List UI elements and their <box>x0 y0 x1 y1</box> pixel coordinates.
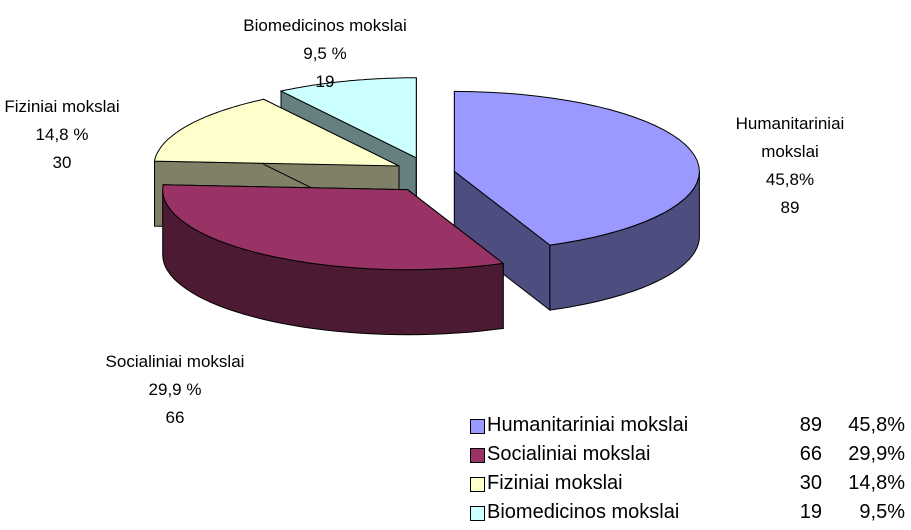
slice-name: Socialiniai mokslai <box>105 352 245 371</box>
legend-value: 30 <box>799 472 822 494</box>
legend-swatch <box>470 477 485 492</box>
slice-value: 89 <box>780 198 800 217</box>
legend-swatch <box>470 506 485 521</box>
slice-label: Humanitariniai mokslai 45,8% 89 <box>715 110 865 222</box>
slice-label: Socialiniai mokslai 29,9 % 66 <box>55 348 295 432</box>
slice <box>162 184 505 271</box>
slice-name: Fiziniai mokslai <box>4 97 120 116</box>
legend-percent: 45,8% <box>848 414 905 436</box>
slice-label: Fiziniai mokslai 14,8 % 30 <box>0 93 162 177</box>
legend-label: Humanitariniai mokslai <box>487 414 689 436</box>
slice-value: 30 <box>52 153 72 172</box>
slice-name: Humanitariniai mokslai <box>735 114 845 161</box>
slice-percent: 45,8% <box>765 170 815 189</box>
legend-value: 89 <box>799 414 822 436</box>
slice <box>453 90 700 246</box>
slice-percent: 9,5 % <box>303 44 347 63</box>
legend-percent: 9,5% <box>859 501 905 523</box>
slice-percent: 14,8 % <box>35 125 89 144</box>
legend-percent: 29,9% <box>848 443 905 465</box>
slice-percent: 29,9 % <box>148 380 202 399</box>
legend-label: Biomedicinos mokslai <box>487 501 680 523</box>
slice-value: 66 <box>165 408 185 427</box>
legend-value: 19 <box>799 501 822 523</box>
legend-value: 66 <box>799 443 822 465</box>
legend-label: Socialiniai mokslai <box>487 443 651 465</box>
slice-name: Biomedicinos mokslai <box>243 16 407 35</box>
slice-label: Biomedicinos mokslai 9,5 % 19 <box>205 12 445 96</box>
slice <box>279 77 417 159</box>
legend-label: Fiziniai mokslai <box>487 472 623 494</box>
slice <box>153 98 400 167</box>
legend-swatch <box>470 419 485 434</box>
legend-percent: 14,8% <box>848 472 905 494</box>
legend-swatch <box>470 448 485 463</box>
slice-value: 19 <box>315 72 335 91</box>
